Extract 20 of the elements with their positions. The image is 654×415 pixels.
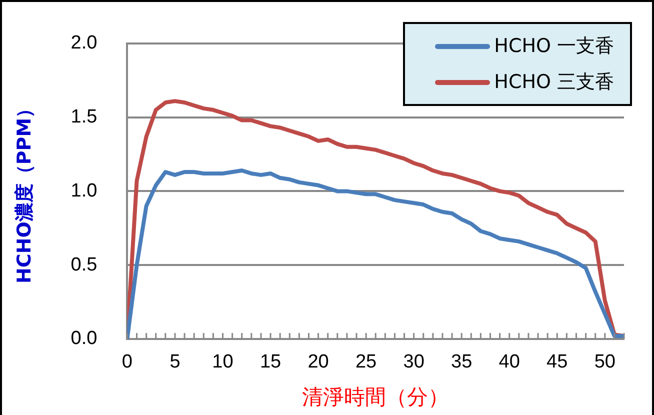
x-tick-label: 50 bbox=[594, 352, 616, 373]
x-tick-label: 25 bbox=[355, 352, 377, 373]
y-tick-label: 0.0 bbox=[70, 328, 98, 350]
x-tick-label: 45 bbox=[546, 352, 568, 373]
y-tick-label: 1.0 bbox=[70, 180, 98, 202]
x-tick-label: 15 bbox=[260, 352, 282, 373]
y-tick-label: 2.0 bbox=[70, 32, 98, 54]
x-tick-label: 35 bbox=[451, 352, 472, 373]
x-tick-label: 10 bbox=[212, 352, 234, 373]
x-tick-label: 30 bbox=[403, 352, 424, 373]
y-axis-title: HCHO濃度（PPM） bbox=[13, 98, 36, 284]
legend-label: HCHO 一支香 bbox=[494, 34, 614, 59]
y-tick-label: 0.5 bbox=[70, 254, 98, 276]
x-axis-title: 清淨時間（分） bbox=[302, 384, 450, 409]
y-tick-label: 1.5 bbox=[70, 106, 98, 128]
x-tick-label: 0 bbox=[122, 352, 132, 373]
x-tick-label: 20 bbox=[308, 352, 329, 373]
legend-label: HCHO 三支香 bbox=[494, 70, 614, 95]
x-tick-label: 5 bbox=[170, 352, 180, 373]
x-tick-label: 40 bbox=[498, 352, 520, 373]
